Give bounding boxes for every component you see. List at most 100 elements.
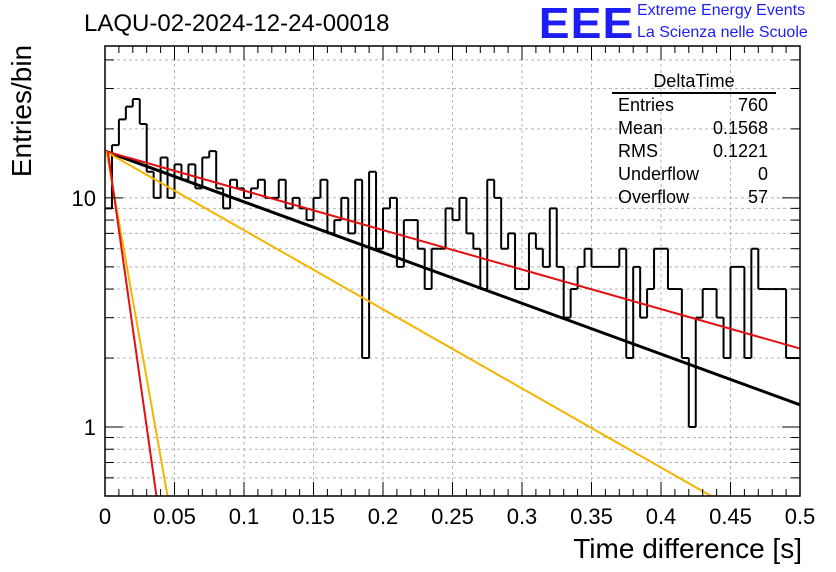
x-tick-label: 0.45 [709, 504, 752, 529]
eee-logo: EEE [538, 0, 635, 48]
histogram-bin [416, 220, 425, 250]
histogram-bin [507, 232, 516, 249]
stats-row: Entries 760 [612, 94, 776, 117]
histogram-bin [375, 171, 383, 250]
stats-value: 0.1221 [712, 141, 768, 161]
histogram-bin [486, 178, 495, 290]
axis-tick-labels: 0 0.05 0.1 0.15 0.2 0.25 0.3 0.35 0.4 0.45 0.5 1 10 [72, 186, 816, 529]
histogram-bin [277, 178, 286, 198]
stats-label: Underflow [618, 164, 700, 184]
histogram-bin [236, 179, 244, 190]
histogram-bin [639, 266, 648, 319]
histogram-bin [305, 208, 314, 222]
axis-ticks [104, 46, 801, 496]
histogram-bin [201, 156, 210, 189]
histogram-bin [465, 197, 474, 235]
stats-title: DeltaTime [612, 70, 776, 94]
x-tick-label: 0.2 [368, 504, 399, 529]
histogram-bin [785, 289, 794, 360]
histogram-bin [388, 196, 397, 209]
histogram-bin [451, 208, 460, 222]
x-tick-label: 0.35 [570, 504, 613, 529]
histogram-bin [208, 150, 217, 158]
x-tick-label: 0.4 [646, 504, 677, 529]
histogram-bin [562, 266, 571, 319]
stats-label: Overflow [618, 187, 690, 207]
histogram-bin [548, 207, 557, 267]
histogram-bin [166, 157, 175, 199]
stats-row: Overflow 57 [612, 186, 776, 209]
x-tick-label: 0.25 [431, 504, 474, 529]
histogram-bin [222, 188, 231, 210]
y-tick-label: 10 [72, 186, 96, 211]
histogram-bin [326, 179, 335, 235]
fit-line [104, 150, 712, 497]
histogram-bin [653, 247, 661, 290]
eee-logo-line1: Extreme Energy Events [637, 2, 806, 19]
histogram-bin [527, 232, 536, 290]
y-tick-label: 1 [84, 415, 96, 440]
chart-title: LAQU-02-2024-12-24-00018 [84, 10, 390, 37]
histogram-bin [138, 99, 147, 126]
histogram-bin [117, 118, 126, 146]
histogram-bin [666, 248, 675, 291]
stats-value: 57 [747, 187, 768, 207]
x-axis-label: Time difference [s] [573, 533, 802, 564]
histogram-bin [472, 233, 481, 250]
histogram-bin [743, 266, 752, 360]
histogram-bin [291, 196, 300, 209]
x-tick-label: 0.05 [153, 504, 196, 529]
stats-label: Entries [618, 95, 675, 115]
histogram-bin [430, 247, 439, 290]
histogram-bin [646, 288, 655, 318]
histogram-bin [555, 208, 564, 268]
histogram-bin [618, 247, 627, 267]
y-axis-label: Entries/bin [6, 44, 37, 178]
histogram-bin [479, 248, 488, 291]
histogram-bin [131, 98, 140, 107]
histogram-bin [680, 289, 689, 360]
stats-value: 760 [737, 95, 768, 115]
histogram-bin [722, 317, 731, 360]
histogram-bin [687, 358, 696, 429]
histogram-bin [541, 248, 550, 268]
fit-line [106, 150, 158, 497]
histogram-bin [750, 247, 759, 359]
histogram-bin [493, 179, 502, 199]
histogram-bin [500, 197, 509, 250]
stats-value: 0.1568 [712, 118, 768, 138]
histogram-bin [312, 196, 321, 221]
stats-label: Mean [618, 118, 664, 138]
histogram-bin [152, 171, 161, 199]
histogram-bin [458, 196, 467, 221]
histogram-bin [124, 105, 133, 120]
histogram-bin [444, 207, 453, 249]
histogram-bin [340, 196, 349, 221]
fit-line [104, 150, 801, 350]
stats-box: DeltaTime Entries 760 Mean 0.1568 RMS 0.… [612, 70, 776, 209]
stats-value: 0 [757, 164, 768, 184]
histogram-bin [361, 179, 370, 360]
histogram-bin [368, 170, 377, 359]
histogram-bin [229, 178, 238, 209]
histogram-bin [729, 265, 738, 359]
histogram-bin [284, 179, 293, 210]
histogram-bin [569, 288, 578, 318]
histogram-bin [263, 179, 272, 199]
histogram-bin [590, 248, 599, 268]
grid-lines [105, 46, 800, 496]
eee-logo-line2: La Scienza nelle Scuole [637, 24, 808, 41]
stats-label: RMS [618, 141, 658, 161]
histogram-bin [319, 178, 328, 198]
fit-line [104, 149, 801, 407]
histogram-bin [347, 197, 356, 235]
x-tick-label: 0 [99, 504, 111, 529]
x-tick-label: 0.5 [785, 504, 816, 529]
stats-row: Mean 0.1568 [612, 117, 776, 140]
histogram-bin [534, 233, 543, 250]
histogram-bin [694, 316, 703, 428]
stats-row: Underflow 0 [612, 163, 776, 186]
x-tick-label: 0.15 [292, 504, 335, 529]
histogram-bin [395, 197, 404, 268]
